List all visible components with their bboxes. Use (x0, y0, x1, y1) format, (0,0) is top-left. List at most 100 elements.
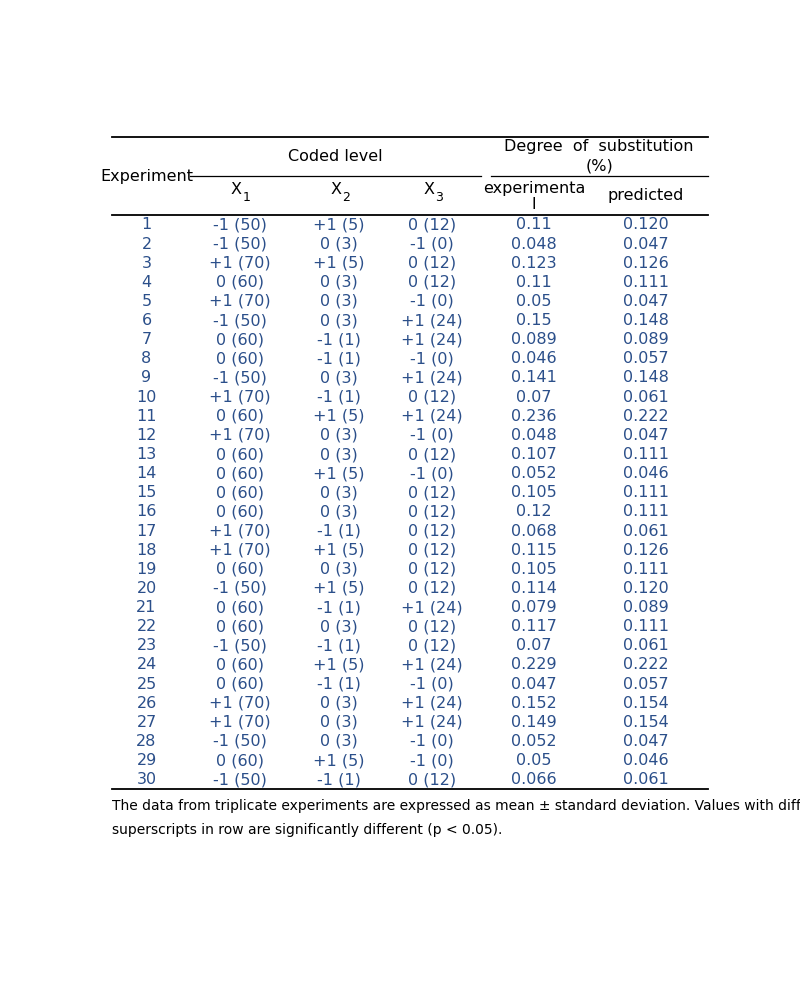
Text: 0 (12): 0 (12) (408, 581, 456, 596)
Text: 23: 23 (137, 638, 157, 653)
Text: -1 (1): -1 (1) (317, 772, 361, 788)
Text: -1 (1): -1 (1) (317, 352, 361, 366)
Text: X: X (330, 183, 341, 197)
Text: 8: 8 (142, 352, 152, 366)
Text: 0.120: 0.120 (622, 217, 669, 233)
Text: -1 (50): -1 (50) (213, 370, 266, 386)
Text: 0.111: 0.111 (622, 505, 669, 519)
Text: 24: 24 (136, 657, 157, 673)
Text: 1: 1 (243, 191, 251, 204)
Text: 0.114: 0.114 (511, 581, 557, 596)
Text: 0 (12): 0 (12) (408, 217, 456, 233)
Text: 0 (60): 0 (60) (215, 600, 263, 615)
Text: -1 (1): -1 (1) (317, 638, 361, 653)
Text: 0.07: 0.07 (516, 390, 552, 405)
Text: +1 (70): +1 (70) (209, 543, 270, 558)
Text: 4: 4 (142, 275, 151, 290)
Text: 0 (3): 0 (3) (320, 485, 358, 500)
Text: 0.15: 0.15 (516, 313, 552, 328)
Text: 0 (12): 0 (12) (408, 620, 456, 634)
Text: -1 (0): -1 (0) (410, 466, 454, 481)
Text: 0 (12): 0 (12) (408, 255, 456, 271)
Text: 0.117: 0.117 (511, 620, 557, 634)
Text: 0.154: 0.154 (622, 695, 669, 711)
Text: 0 (60): 0 (60) (215, 332, 263, 348)
Text: 0 (60): 0 (60) (215, 677, 263, 691)
Text: The data from triplicate experiments are expressed as mean ± standard deviation.: The data from triplicate experiments are… (112, 799, 800, 813)
Text: +1 (5): +1 (5) (313, 217, 365, 233)
Text: 0 (60): 0 (60) (215, 352, 263, 366)
Text: +1 (5): +1 (5) (313, 409, 365, 424)
Text: -1 (1): -1 (1) (317, 332, 361, 348)
Text: 0.11: 0.11 (516, 217, 552, 233)
Text: l: l (532, 197, 536, 212)
Text: +1 (70): +1 (70) (209, 294, 270, 309)
Text: 0 (12): 0 (12) (408, 543, 456, 558)
Text: +1 (5): +1 (5) (313, 657, 365, 673)
Text: -1 (50): -1 (50) (213, 313, 266, 328)
Text: 0.105: 0.105 (511, 485, 557, 500)
Text: +1 (5): +1 (5) (313, 255, 365, 271)
Text: 0 (60): 0 (60) (215, 275, 263, 290)
Text: -1 (50): -1 (50) (213, 638, 266, 653)
Text: X: X (231, 183, 242, 197)
Text: 0.111: 0.111 (622, 620, 669, 634)
Text: 0.047: 0.047 (622, 237, 669, 251)
Text: 0.068: 0.068 (511, 523, 557, 538)
Text: 0 (60): 0 (60) (215, 620, 263, 634)
Text: 19: 19 (136, 562, 157, 576)
Text: 14: 14 (136, 466, 157, 481)
Text: +1 (5): +1 (5) (313, 466, 365, 481)
Text: 0.229: 0.229 (511, 657, 557, 673)
Text: +1 (24): +1 (24) (401, 409, 462, 424)
Text: 27: 27 (136, 715, 157, 730)
Text: +1 (24): +1 (24) (401, 657, 462, 673)
Text: 12: 12 (136, 428, 157, 443)
Text: 0.222: 0.222 (622, 409, 669, 424)
Text: 29: 29 (136, 753, 157, 768)
Text: +1 (24): +1 (24) (401, 313, 462, 328)
Text: 0.11: 0.11 (516, 275, 552, 290)
Text: 0.236: 0.236 (511, 409, 557, 424)
Text: 0.105: 0.105 (511, 562, 557, 576)
Text: 0.046: 0.046 (511, 352, 557, 366)
Text: 1: 1 (142, 217, 152, 233)
Text: 0.148: 0.148 (622, 370, 669, 386)
Text: 18: 18 (136, 543, 157, 558)
Text: 0.123: 0.123 (511, 255, 557, 271)
Text: 0.05: 0.05 (516, 753, 552, 768)
Text: 0.152: 0.152 (511, 695, 557, 711)
Text: 28: 28 (136, 734, 157, 749)
Text: 0.148: 0.148 (622, 313, 669, 328)
Text: +1 (24): +1 (24) (401, 695, 462, 711)
Text: 0.052: 0.052 (511, 734, 557, 749)
Text: 0 (60): 0 (60) (215, 466, 263, 481)
Text: -1 (0): -1 (0) (410, 352, 454, 366)
Text: +1 (24): +1 (24) (401, 715, 462, 730)
Text: Degree  of  substitution
(%): Degree of substitution (%) (504, 139, 694, 174)
Text: 0 (3): 0 (3) (320, 313, 358, 328)
Text: 21: 21 (136, 600, 157, 615)
Text: 0 (60): 0 (60) (215, 485, 263, 500)
Text: 0.12: 0.12 (516, 505, 552, 519)
Text: 0.089: 0.089 (622, 600, 669, 615)
Text: 0 (3): 0 (3) (320, 428, 358, 443)
Text: -1 (1): -1 (1) (317, 600, 361, 615)
Text: 0.05: 0.05 (516, 294, 552, 309)
Text: 0 (12): 0 (12) (408, 390, 456, 405)
Text: +1 (24): +1 (24) (401, 370, 462, 386)
Text: 0.061: 0.061 (622, 390, 669, 405)
Text: 6: 6 (142, 313, 151, 328)
Text: 0.111: 0.111 (622, 275, 669, 290)
Text: -1 (50): -1 (50) (213, 772, 266, 788)
Text: 0.111: 0.111 (622, 485, 669, 500)
Text: -1 (0): -1 (0) (410, 294, 454, 309)
Text: 0.057: 0.057 (622, 677, 669, 691)
Text: 25: 25 (136, 677, 157, 691)
Text: 0 (60): 0 (60) (215, 657, 263, 673)
Text: -1 (0): -1 (0) (410, 734, 454, 749)
Text: 0.222: 0.222 (622, 657, 669, 673)
Text: 0.047: 0.047 (622, 734, 669, 749)
Text: 0.079: 0.079 (511, 600, 557, 615)
Text: 0.107: 0.107 (511, 447, 557, 462)
